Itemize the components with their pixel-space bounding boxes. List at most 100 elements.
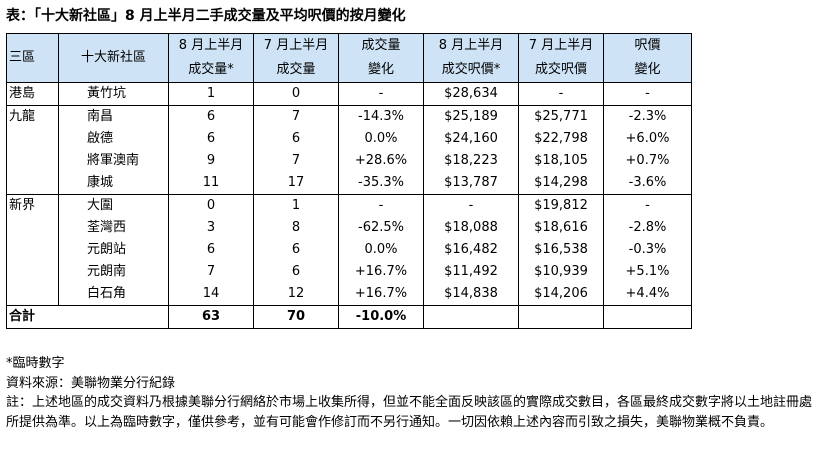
estate-cell: 荃灣西	[58, 217, 169, 239]
table-total: 合計 63 70 -10.0%	[6, 305, 692, 329]
aug-volume-cell: 7	[168, 261, 254, 283]
provisional-note: *臨時數字	[6, 356, 65, 371]
header-region: 三區	[6, 33, 59, 83]
table-row: 元朗南 7 6 +16.7% $11,492 $10,939 +5.1%	[7, 261, 692, 283]
volume-change-cell: +28.6%	[338, 150, 424, 172]
aug-volume-cell: 11	[168, 172, 254, 195]
region-cell: 新界	[6, 194, 59, 306]
jul-price-cell: $19,812	[518, 194, 604, 217]
header-price-change-line1: 呎價	[603, 33, 692, 58]
jul-volume-cell: 0	[253, 82, 339, 106]
region-cell: 九龍	[6, 105, 59, 195]
header-aug-volume-line1: 8 月上半月	[168, 33, 254, 58]
total-volume-change: -10.0%	[338, 305, 424, 329]
price-change-cell: -3.6%	[603, 172, 692, 195]
header-price-change-line2: 變化	[603, 58, 692, 83]
jul-volume-cell: 17	[253, 172, 339, 195]
jul-volume-cell: 6	[253, 239, 339, 261]
table-row: 元朗站 6 6 0.0% $16,482 $16,538 -0.3%	[7, 239, 692, 261]
region-cell: 港島	[6, 82, 59, 106]
aug-price-cell: -	[423, 194, 519, 217]
jul-price-cell: $22,798	[518, 128, 604, 150]
jul-price-cell: -	[518, 82, 604, 106]
total-empty-cell	[603, 305, 692, 329]
estate-cell: 大圍	[58, 194, 169, 217]
table-row: 白石角 14 12 +16.7% $14,838 $14,206 +4.4%	[7, 283, 692, 306]
aug-price-cell: $28,634	[423, 82, 519, 106]
total-label: 合計	[6, 305, 169, 329]
total-jul-volume: 70	[253, 305, 339, 329]
price-change-cell: -	[603, 194, 692, 217]
estate-cell: 元朗站	[58, 239, 169, 261]
jul-price-cell: $25,771	[518, 105, 604, 128]
transaction-table: 三區 十大新社區 8 月上半月 7 月上半月 成交量 8 月上半月 7 月上半月…	[6, 33, 692, 329]
estate-cell: 元朗南	[58, 261, 169, 283]
jul-price-cell: $14,298	[518, 172, 604, 195]
jul-volume-cell: 7	[253, 150, 339, 172]
header-jul-volume-line1: 7 月上半月	[253, 33, 339, 58]
volume-change-cell: -	[338, 82, 424, 106]
aug-price-cell: $14,838	[423, 283, 519, 306]
total-empty-cell	[423, 305, 519, 329]
table-body: 港島 黃竹坑 1 0- $28,634- - 九龍 南昌 6 7 -14.3% $25,189 $25,…	[6, 82, 692, 306]
estate-cell: 南昌	[58, 105, 169, 128]
volume-change-cell: -	[338, 194, 424, 217]
table-row: 港島 黃竹坑 1 0- $28,634- -	[6, 82, 692, 106]
header-volume-change-line1: 成交量	[338, 33, 424, 58]
volume-change-cell: +16.7%	[338, 283, 424, 306]
price-change-cell: -2.8%	[603, 217, 692, 239]
aug-volume-cell: 6	[168, 239, 254, 261]
price-change-cell: -	[603, 82, 692, 106]
table-row: 荃灣西 3 8 -62.5% $18,088 $18,616 -2.8%	[7, 217, 692, 239]
volume-change-cell: +16.7%	[338, 261, 424, 283]
table-row: 九龍 南昌 6 7 -14.3% $25,189 $25,771 -2.3%	[6, 105, 692, 195]
total-empty-cell	[518, 305, 604, 329]
header-volume-change-line2: 變化	[338, 58, 424, 83]
estate-cell: 黃竹坑	[58, 82, 169, 106]
header-jul-volume-line2: 成交量	[253, 58, 339, 83]
aug-price-cell: $13,787	[423, 172, 519, 195]
footnotes: *臨時數字 資料來源：美聯物業分行紀錄 註：上述地區的成交資料乃根據美聯分行網絡…	[6, 354, 821, 432]
volume-change-cell: -35.3%	[338, 172, 424, 195]
header-aug-volume-line2: 成交量*	[168, 58, 254, 83]
price-change-cell: +4.4%	[603, 283, 692, 306]
aug-price-cell: $11,492	[423, 261, 519, 283]
price-change-cell: -2.3%	[603, 105, 692, 128]
jul-volume-cell: 12	[253, 283, 339, 306]
price-change-cell: +6.0%	[603, 128, 692, 150]
aug-price-cell: $16,482	[423, 239, 519, 261]
aug-price-cell: $18,088	[423, 217, 519, 239]
aug-volume-cell: 9	[168, 150, 254, 172]
volume-change-cell: -14.3%	[338, 105, 424, 128]
jul-volume-cell: 6	[253, 128, 339, 150]
aug-volume-cell: 0	[168, 194, 254, 217]
volume-change-cell: -62.5%	[338, 217, 424, 239]
header-aug-price-line1: 8 月上半月	[423, 33, 519, 58]
estate-cell: 將軍澳南	[58, 150, 169, 172]
table-row: 將軍澳南 9 7 +28.6% $18,223 $18,105 +0.7%	[7, 150, 692, 172]
volume-change-cell: 0.0%	[338, 128, 424, 150]
aug-volume-cell: 6	[168, 128, 254, 150]
estate-cell: 白石角	[58, 283, 169, 306]
header-jul-price-line1: 7 月上半月	[518, 33, 604, 58]
jul-volume-cell: 1	[253, 194, 339, 217]
aug-price-cell: $18,223	[423, 150, 519, 172]
header-jul-price-line2: 成交呎價	[518, 58, 604, 83]
price-change-cell: +0.7%	[603, 150, 692, 172]
jul-price-cell: $18,616	[518, 217, 604, 239]
header-aug-price-line2: 成交呎價*	[423, 58, 519, 83]
aug-volume-cell: 14	[168, 283, 254, 306]
jul-price-cell: $18,105	[518, 150, 604, 172]
aug-volume-cell: 1	[168, 82, 254, 106]
estate-cell: 康城	[58, 172, 169, 195]
jul-price-cell: $16,538	[518, 239, 604, 261]
table-row: 新界 大圍 0 1- - $19,812-	[6, 194, 692, 306]
aug-price-cell: $24,160	[423, 128, 519, 150]
table-header: 三區 十大新社區 8 月上半月 7 月上半月 成交量 8 月上半月 7 月上半月…	[6, 33, 692, 83]
table-row: 康城 11 17 -35.3% $13,787 $14,298 -3.6%	[7, 172, 692, 195]
header-estate: 十大新社區	[58, 33, 169, 83]
aug-volume-cell: 6	[168, 105, 254, 128]
volume-change-cell: 0.0%	[338, 239, 424, 261]
price-change-cell: -0.3%	[603, 239, 692, 261]
estate-cell: 啟德	[58, 128, 169, 150]
